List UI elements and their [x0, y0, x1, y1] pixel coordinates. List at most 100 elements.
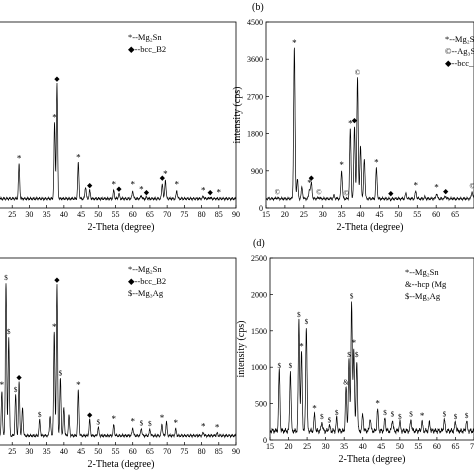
x-tick-label: 45: [375, 210, 383, 219]
x-tick-label: 15: [262, 210, 270, 219]
y-tick-label: 0: [259, 204, 263, 213]
peak-marker: ◆: [309, 174, 315, 182]
peak-marker: $: [148, 420, 152, 428]
x-tick-label: 35: [340, 442, 348, 451]
peak-marker: $: [4, 274, 8, 282]
x-tick-label: 70: [470, 442, 474, 451]
legend-entry: ©--Ag₃S: [445, 46, 474, 56]
x-tick-label: 65: [146, 447, 154, 456]
x-tick-label: 20: [281, 210, 289, 219]
x-tick-label: 55: [112, 447, 120, 456]
y-tick-label: 1000: [251, 363, 267, 372]
peak-marker: *: [52, 322, 57, 332]
peak-marker: $: [355, 351, 359, 359]
y-tick-label: 500: [255, 400, 267, 409]
peak-marker: ◆: [388, 190, 394, 198]
legend-entry: *--Mg₂Sn: [128, 264, 162, 274]
peak-marker: ◆: [87, 411, 93, 419]
x-tick-label: 55: [112, 210, 120, 219]
peak-marker: *: [307, 178, 312, 188]
x-tick-label: 50: [394, 210, 402, 219]
peak-marker: ©: [275, 189, 281, 197]
x-tick-label: 25: [8, 210, 16, 219]
x-tick-label: 30: [319, 210, 327, 219]
x-tick-label: 80: [198, 210, 206, 219]
x-tick-label: 25: [8, 447, 16, 456]
peak-marker: *: [352, 338, 357, 348]
legend-entry: $--Mg₃Ag: [405, 291, 441, 301]
legend-entry: *--Mg₂S: [445, 34, 474, 44]
peak-marker: *: [0, 380, 5, 390]
peak-marker: *: [175, 180, 180, 190]
plot-frame: [269, 257, 474, 441]
xrd-series-line: [0, 82, 236, 202]
x-tick-label: 90: [232, 447, 240, 456]
x-tick-label: 70: [163, 447, 171, 456]
chart-panel-1: ©*◆*©*©* ◆©*◆* * ◆©15 20 25 30 35 40 45 50 55 60 6509…: [232, 2, 474, 233]
peak-marker: $: [7, 328, 11, 336]
peak-marker: $: [38, 411, 42, 419]
y-tick-label: 1500: [251, 327, 267, 336]
x-tick-label: 85: [215, 447, 223, 456]
peak-marker: *: [201, 185, 206, 195]
x-tick-label: 90: [232, 210, 240, 219]
x-tick-label: 25: [303, 442, 311, 451]
peak-marker: *: [139, 185, 144, 195]
peak-marker: $: [391, 411, 395, 419]
x-tick-label: 15: [266, 442, 274, 451]
legend-entry: *--Mg₂Sn: [128, 32, 162, 42]
peak-marker: $: [398, 413, 402, 421]
peak-marker: ◆: [352, 116, 358, 124]
xrd-series-line: [266, 47, 474, 202]
peak-marker: $: [409, 411, 413, 419]
x-tick-label: 85: [215, 210, 223, 219]
peak-marker: $: [289, 362, 293, 370]
peak-marker: *: [434, 183, 439, 193]
peak-marker: *: [217, 188, 222, 198]
x-tick-label: 35: [43, 210, 51, 219]
x-axis-label: 2-Theta (degree): [88, 222, 155, 233]
peak-marker: $: [454, 413, 458, 421]
x-tick-label: 65: [451, 210, 459, 219]
peak-marker: *: [312, 404, 317, 414]
chart-panel-3: $ $$*$*$ $$&$$*$*$ $ $ $ * $ $ $15 20 25 30 35 40 45 50 5…: [236, 238, 474, 465]
y-tick-label: 2700: [247, 92, 263, 101]
peak-marker: *: [52, 112, 57, 122]
peak-marker: *: [160, 413, 165, 423]
peak-marker: *: [292, 38, 297, 48]
x-tick-label: 75: [180, 447, 188, 456]
y-tick-label: 2500: [251, 254, 267, 263]
peak-marker: ◆: [443, 187, 449, 195]
y-tick-label: 3600: [247, 55, 263, 64]
plot-frame: [265, 21, 474, 209]
peak-marker: *: [375, 398, 380, 408]
x-tick-label: 35: [43, 447, 51, 456]
x-axis-label: 2-Theta (degree): [339, 454, 406, 465]
peak-marker: $: [278, 362, 282, 370]
y-tick-label: 2000: [251, 290, 267, 299]
x-tick-label: 30: [322, 442, 330, 451]
peak-marker: *: [130, 417, 135, 427]
peak-marker: *: [174, 418, 179, 428]
peak-marker: $: [59, 370, 63, 378]
legend-entry: ◆--bcc_B2: [128, 44, 166, 54]
peak-marker: $: [140, 419, 144, 427]
peak-marker: &: [343, 379, 349, 387]
x-tick-label: 60: [432, 210, 440, 219]
peak-marker: *: [130, 180, 135, 190]
legend-entry: ◆--bcc_: [445, 58, 474, 68]
peak-marker: ©: [316, 188, 322, 196]
legend-entry: *--Mg₂Sn: [405, 267, 439, 277]
x-tick-label: 30: [25, 210, 33, 219]
x-tick-label: 55: [413, 210, 421, 219]
peak-marker: $: [297, 311, 301, 319]
legend-entry: $--Mg₃Ag: [128, 288, 164, 298]
x-tick-label: 70: [163, 210, 171, 219]
peak-marker: *: [163, 169, 168, 179]
peak-marker: *: [17, 154, 22, 164]
x-tick-label: 60: [433, 442, 441, 451]
x-axis-label: 2-Theta (degree): [337, 222, 404, 233]
x-tick-label: 45: [77, 447, 85, 456]
x-tick-label: 20: [285, 442, 293, 451]
peak-marker: ◆: [207, 189, 213, 197]
